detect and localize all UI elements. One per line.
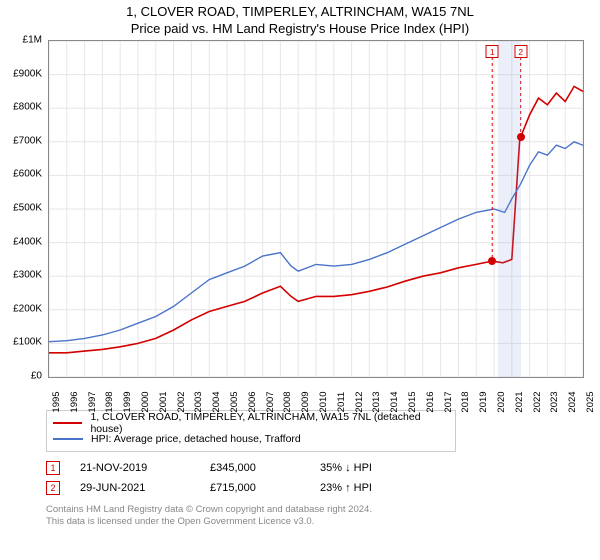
sale-marker-badge-2: 2 — [514, 45, 527, 58]
x-tick-label: 2009 — [300, 391, 311, 412]
x-tick-label: 1998 — [104, 391, 115, 412]
x-tick-label: 2005 — [229, 391, 240, 412]
x-tick-label: 2017 — [443, 391, 454, 412]
x-tick-label: 2021 — [514, 391, 525, 412]
legend-label: HPI: Average price, detached house, Traf… — [91, 433, 301, 445]
y-tick-label: £700K — [13, 135, 42, 146]
x-tick-label: 2012 — [354, 391, 365, 412]
x-tick-label: 2002 — [176, 391, 187, 412]
legend-row: 1, CLOVER ROAD, TIMPERLEY, ALTRINCHAM, W… — [53, 415, 449, 431]
chart-subtitle: Price paid vs. HM Land Registry's House … — [8, 21, 592, 36]
footer-line-1: Contains HM Land Registry data © Crown c… — [46, 504, 592, 516]
y-tick-label: £0 — [31, 371, 42, 382]
marker-table-badge: 1 — [46, 461, 60, 475]
sale-point-1 — [488, 257, 496, 265]
legend: 1, CLOVER ROAD, TIMPERLEY, ALTRINCHAM, W… — [46, 410, 456, 452]
y-tick-label: £300K — [13, 270, 42, 281]
x-tick-label: 1996 — [69, 391, 80, 412]
marker-table-row: 2 29-JUN-2021£715,00023% ↑ HPI — [46, 478, 592, 498]
y-tick-label: £500K — [13, 203, 42, 214]
x-tick-label: 1997 — [87, 391, 98, 412]
x-tick-label: 2023 — [549, 391, 560, 412]
marker-table-row: 1 21-NOV-2019£345,00035% ↓ HPI — [46, 458, 592, 478]
x-tick-label: 2019 — [478, 391, 489, 412]
footer-attribution: Contains HM Land Registry data © Crown c… — [46, 504, 592, 529]
legend-swatch — [53, 438, 83, 440]
x-tick-label: 2024 — [567, 391, 578, 412]
plot-region: 12 — [48, 40, 584, 378]
x-tick-label: 2003 — [193, 391, 204, 412]
sale-point-2 — [517, 133, 525, 141]
y-tick-label: £400K — [13, 236, 42, 247]
x-tick-label: 2000 — [140, 391, 151, 412]
x-tick-label: 2006 — [247, 391, 258, 412]
x-tick-label: 2015 — [407, 391, 418, 412]
x-tick-label: 2013 — [371, 391, 382, 412]
marker-date: 29-JUN-2021 — [80, 482, 210, 494]
x-tick-label: 1995 — [51, 391, 62, 412]
x-tick-label: 2014 — [389, 391, 400, 412]
x-tick-label: 2004 — [211, 391, 222, 412]
sale-marker-table: 1 21-NOV-2019£345,00035% ↓ HPI 2 29-JUN-202… — [46, 458, 592, 498]
y-tick-label: £200K — [13, 303, 42, 314]
x-tick-label: 2010 — [318, 391, 329, 412]
x-tick-label: 2011 — [336, 392, 347, 412]
marker-pct-vs-hpi: 23% ↑ HPI — [320, 482, 440, 494]
y-axis-labels: £0£100K£200K£300K£400K£500K£600K£700K£80… — [6, 40, 46, 378]
y-tick-label: £900K — [13, 68, 42, 79]
title-block: 1, CLOVER ROAD, TIMPERLEY, ALTRINCHAM, W… — [8, 4, 592, 36]
x-tick-label: 2025 — [585, 391, 596, 412]
x-tick-label: 2018 — [460, 391, 471, 412]
marker-price: £345,000 — [210, 462, 320, 474]
marker-pct-vs-hpi: 35% ↓ HPI — [320, 462, 440, 474]
marker-table-badge: 2 — [46, 481, 60, 495]
y-tick-label: £600K — [13, 169, 42, 180]
footer-line-2: This data is licensed under the Open Gov… — [46, 516, 592, 528]
x-tick-label: 2007 — [265, 391, 276, 412]
marker-price: £715,000 — [210, 482, 320, 494]
highlight-band — [498, 41, 521, 377]
chart-area: £0£100K£200K£300K£400K£500K£600K£700K£80… — [48, 40, 584, 400]
chart-title: 1, CLOVER ROAD, TIMPERLEY, ALTRINCHAM, W… — [8, 4, 592, 19]
sale-marker-badge-1: 1 — [486, 45, 499, 58]
x-tick-label: 2022 — [532, 391, 543, 412]
y-tick-label: £100K — [13, 337, 42, 348]
legend-label: 1, CLOVER ROAD, TIMPERLEY, ALTRINCHAM, W… — [90, 411, 449, 435]
x-axis-labels: 1995199619971998199920002001200220032004… — [48, 380, 584, 404]
legend-swatch — [53, 422, 82, 424]
y-tick-label: £800K — [13, 102, 42, 113]
x-tick-label: 2016 — [425, 391, 436, 412]
x-tick-label: 2008 — [282, 391, 293, 412]
x-tick-label: 2020 — [496, 391, 507, 412]
y-tick-label: £1M — [23, 35, 42, 46]
marker-date: 21-NOV-2019 — [80, 462, 210, 474]
x-tick-label: 1999 — [122, 391, 133, 412]
x-tick-label: 2001 — [158, 391, 169, 412]
